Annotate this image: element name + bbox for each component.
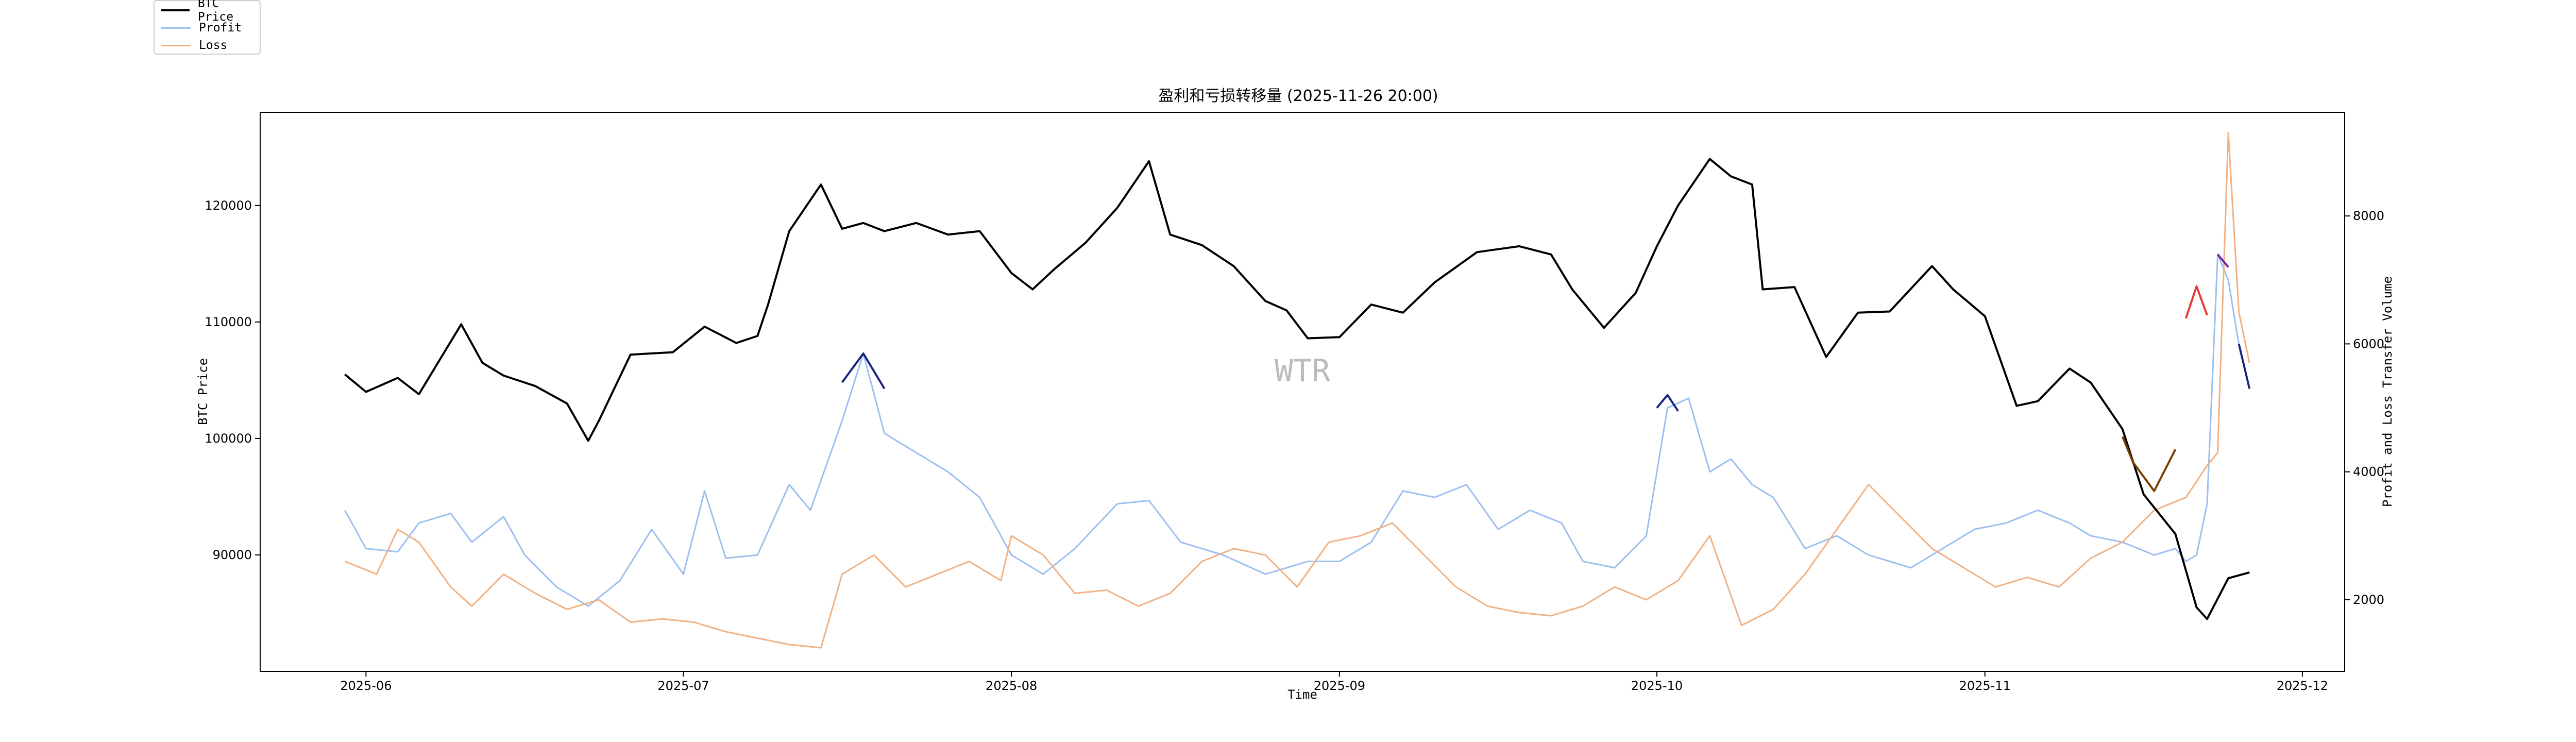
right-y-axis-label: Profit and Loss Transfer Volume <box>2380 276 2395 507</box>
highlight-segment <box>841 352 886 390</box>
left-y-axis-ticks: 90000 100000 110000 120000 <box>205 198 260 562</box>
x-axis-ticks: 2025-06 2025-07 2025-08 2025-09 2025-10 2025-… <box>340 671 2328 693</box>
x-axis-label: Time <box>1287 687 1317 702</box>
highlight-segment <box>2121 436 2177 492</box>
legend: BTC Price Profit Loss <box>154 0 261 55</box>
left-y-tick-label: 90000 <box>213 548 252 562</box>
left-y-tick-label: 100000 <box>205 431 252 446</box>
legend-swatch-loss <box>161 44 191 46</box>
watermark: WTR <box>1275 353 1331 389</box>
highlight-segment <box>1656 394 1679 412</box>
right-y-tick-label: 2000 <box>2353 593 2384 607</box>
left-y-axis-label: BTC Price <box>196 358 210 425</box>
chart-title: 盈利和亏损转移量 (2025-11-26 20:00) <box>1158 87 1438 105</box>
x-tick-label: 2025-12 <box>2277 679 2328 693</box>
x-tick-label: 2025-06 <box>340 679 392 693</box>
plot-frame <box>260 112 2345 672</box>
legend-label-loss: Loss <box>199 39 228 52</box>
left-y-tick-label: 110000 <box>205 315 252 329</box>
highlight-segment <box>2185 285 2208 319</box>
x-tick-label: 2025-09 <box>1314 679 1365 693</box>
legend-item-btc: BTC Price <box>161 0 260 24</box>
loss-line <box>344 132 2250 649</box>
legend-swatch-profit <box>161 27 191 29</box>
right-y-tick-label: 4000 <box>2353 465 2384 479</box>
x-tick-label: 2025-11 <box>1959 679 2011 693</box>
profit-line <box>344 254 2250 607</box>
right-y-tick-label: 8000 <box>2353 209 2384 223</box>
right-y-tick-label: 6000 <box>2353 336 2384 351</box>
highlight-segment <box>2216 254 2229 268</box>
chart-series <box>344 132 2251 649</box>
x-tick-label: 2025-10 <box>1631 679 1683 693</box>
legend-label-profit: Profit <box>199 21 242 35</box>
legend-item-profit: Profit <box>161 20 242 36</box>
legend-item-loss: Loss <box>161 38 227 53</box>
x-tick-label: 2025-07 <box>657 679 709 693</box>
left-y-tick-label: 120000 <box>205 198 252 213</box>
right-y-axis-ticks: 2000 4000 6000 8000 <box>2345 209 2384 607</box>
legend-label-btc: BTC Price <box>197 0 234 24</box>
btc-price-line <box>344 158 2250 620</box>
x-tick-label: 2025-08 <box>986 679 1037 693</box>
highlight-segment <box>2238 343 2251 389</box>
legend-swatch-btc <box>161 9 190 11</box>
